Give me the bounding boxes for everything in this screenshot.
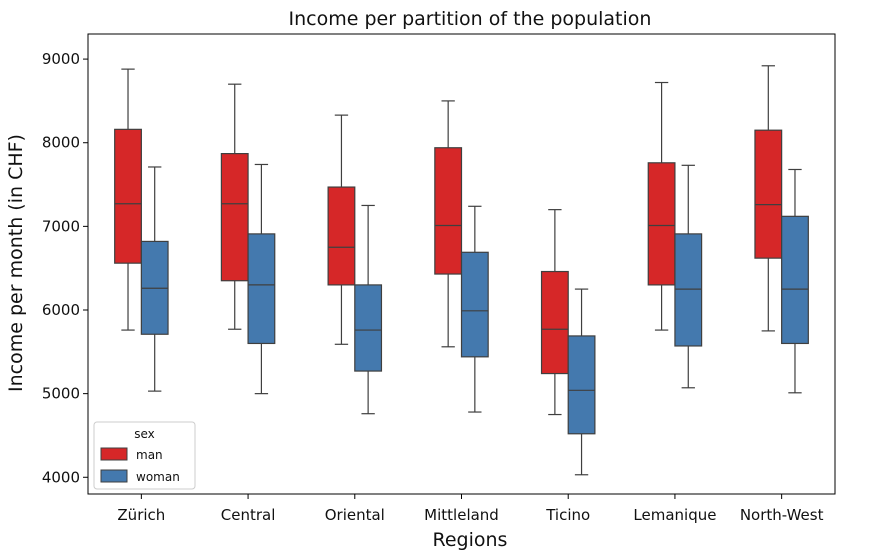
legend-swatch-woman xyxy=(100,469,128,483)
box-body xyxy=(567,335,596,435)
box-woman-3 xyxy=(460,205,489,413)
box-body xyxy=(460,251,489,358)
box-woman-4 xyxy=(567,288,596,476)
box-man-6 xyxy=(754,65,783,332)
x-tick-label: Central xyxy=(221,506,276,524)
legend: sex man woman xyxy=(93,421,196,490)
x-tick-label: Lemanique xyxy=(633,506,716,524)
plot-area xyxy=(114,65,809,476)
box-body xyxy=(327,186,356,286)
y-tick-label: 9000 xyxy=(42,50,80,68)
y-tick-label: 8000 xyxy=(42,134,80,152)
y-tick-label: 6000 xyxy=(42,301,80,319)
legend-swatch-man xyxy=(100,447,128,461)
box-man-2 xyxy=(327,114,356,345)
y-tick-label: 4000 xyxy=(42,468,80,486)
x-tick-label: Zürich xyxy=(117,506,165,524)
legend-title: sex xyxy=(134,427,155,441)
x-tick-label: Ticino xyxy=(545,506,590,524)
box-body xyxy=(674,233,703,347)
box-woman-6 xyxy=(781,168,809,394)
box-woman-0 xyxy=(140,166,169,392)
box-woman-1 xyxy=(247,163,276,395)
box-body xyxy=(114,128,142,264)
box-body xyxy=(220,153,249,282)
x-tick-label: Oriental xyxy=(325,506,385,524)
x-tick-label: North-West xyxy=(740,506,824,524)
box-body xyxy=(754,129,783,259)
box-man-3 xyxy=(434,100,463,348)
box-body xyxy=(647,162,676,286)
box-man-4 xyxy=(540,209,569,416)
box-body xyxy=(540,270,569,375)
legend-label-man: man xyxy=(136,448,163,462)
box-body xyxy=(434,147,463,275)
box-body xyxy=(354,284,383,372)
x-tick-label: Mittleland xyxy=(424,506,499,524)
chart-title: Income per partition of the population xyxy=(289,8,652,30)
box-woman-2 xyxy=(354,204,383,415)
x-axis-label: Regions xyxy=(433,529,508,551)
y-tick-label: 7000 xyxy=(42,217,80,235)
box-man-1 xyxy=(220,83,249,330)
box-woman-5 xyxy=(674,164,703,389)
y-axis-label: Income per month (in CHF) xyxy=(5,134,27,392)
box-body xyxy=(247,233,276,345)
box-man-5 xyxy=(647,81,676,331)
legend-label-woman: woman xyxy=(136,470,180,484)
box-man-0 xyxy=(114,68,142,331)
box-body xyxy=(781,215,809,345)
y-tick-label: 5000 xyxy=(42,385,80,403)
